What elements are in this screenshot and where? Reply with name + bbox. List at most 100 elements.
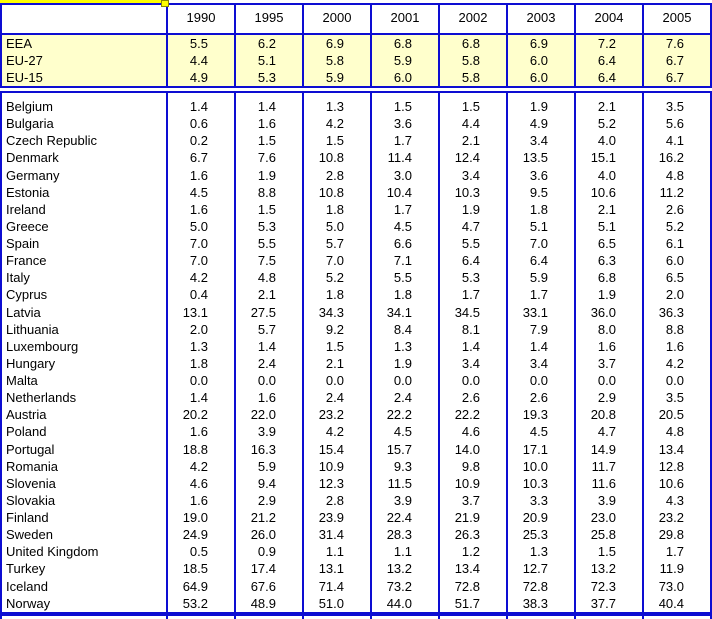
value-cell[interactable]: 6.8 (461, 36, 480, 51)
year-header-cell[interactable]: 2001 (390, 10, 420, 25)
value-cell[interactable]: 11.2 (659, 184, 684, 200)
year-header-cell[interactable]: 2005 (662, 10, 692, 25)
value-cell[interactable]: 4.1 (665, 133, 684, 149)
value-cell[interactable]: 1.5 (325, 133, 344, 149)
value-cell[interactable]: 3.4 (461, 355, 480, 371)
value-cell[interactable]: 1.5 (597, 544, 616, 560)
year-header-cell[interactable]: 2000 (322, 10, 352, 25)
value-cell[interactable]: 1.6 (257, 116, 276, 132)
value-cell[interactable]: 1.9 (529, 99, 548, 114)
value-cell[interactable]: 12.8 (658, 458, 684, 474)
value-cell[interactable]: 1.7 (393, 201, 412, 217)
value-cell[interactable]: 4.2 (189, 270, 208, 286)
value-cell[interactable]: 0.0 (257, 373, 276, 388)
value-cell[interactable]: 4.5 (189, 184, 208, 200)
value-cell[interactable]: 25.8 (590, 527, 616, 543)
value-cell[interactable]: 10.6 (658, 475, 684, 491)
value-cell[interactable]: 1.7 (461, 287, 480, 303)
value-cell[interactable]: 4.3 (665, 492, 684, 508)
value-cell[interactable]: 1.5 (325, 338, 344, 354)
value-cell[interactable]: 67.6 (250, 578, 276, 594)
row-label-cell[interactable]: Bulgaria (6, 116, 54, 132)
value-cell[interactable]: 3.7 (461, 492, 480, 508)
value-cell[interactable]: 48.9 (250, 595, 276, 611)
value-cell[interactable]: 7.2 (597, 36, 616, 51)
value-cell[interactable]: 2.0 (189, 321, 208, 337)
value-cell[interactable]: 6.0 (529, 53, 548, 68)
row-label-cell[interactable]: Lithuania (6, 321, 59, 337)
value-cell[interactable]: 1.9 (597, 287, 616, 303)
value-cell[interactable]: 0.2 (189, 133, 208, 149)
value-cell[interactable]: 34.3 (318, 304, 344, 320)
value-cell[interactable]: 17.1 (522, 441, 548, 457)
value-cell[interactable]: 34.1 (386, 304, 412, 320)
row-label-cell[interactable]: Slovenia (6, 475, 56, 491)
value-cell[interactable]: 13.1 (318, 561, 344, 577)
row-label-cell[interactable]: Germany (6, 167, 60, 183)
value-cell[interactable]: 5.5 (189, 36, 208, 51)
value-cell[interactable]: 53.2 (182, 595, 208, 611)
value-cell[interactable]: 2.6 (529, 390, 548, 406)
value-cell[interactable]: 2.0 (665, 287, 684, 303)
value-cell[interactable]: 13.4 (658, 441, 684, 457)
row-label-cell[interactable]: EU-15 (6, 70, 43, 85)
row-label-cell[interactable]: United Kingdom (6, 544, 99, 560)
value-cell[interactable]: 5.9 (325, 70, 344, 85)
row-label-cell[interactable]: Belgium (6, 99, 53, 114)
value-cell[interactable]: 4.9 (189, 70, 208, 85)
row-label-cell[interactable]: Austria (6, 407, 47, 423)
value-cell[interactable]: 3.5 (665, 390, 684, 406)
value-cell[interactable]: 23.2 (658, 510, 684, 525)
corner-empty-cell[interactable] (2, 5, 166, 31)
row-label-cell[interactable]: Ireland (6, 201, 46, 217)
value-cell[interactable]: 3.5 (665, 99, 684, 114)
value-cell[interactable]: 4.5 (529, 424, 548, 440)
value-cell[interactable]: 1.9 (461, 201, 480, 217)
value-cell[interactable]: 9.5 (529, 184, 548, 200)
value-cell[interactable]: 4.7 (461, 218, 480, 234)
value-cell[interactable]: 1.6 (189, 492, 208, 508)
value-cell[interactable]: 6.0 (665, 253, 684, 269)
value-cell[interactable]: 4.5 (393, 218, 412, 234)
value-cell[interactable]: 5.9 (257, 458, 276, 474)
value-cell[interactable]: 0.5 (189, 544, 208, 560)
value-cell[interactable]: 0.0 (325, 373, 344, 388)
value-cell[interactable]: 2.1 (461, 133, 480, 149)
value-cell[interactable]: 4.7 (597, 424, 616, 440)
value-cell[interactable]: 6.0 (393, 70, 412, 85)
value-cell[interactable]: 23.9 (318, 510, 344, 525)
value-cell[interactable]: 5.5 (257, 236, 276, 251)
value-cell[interactable]: 1.4 (189, 390, 208, 406)
value-cell[interactable]: 28.3 (386, 527, 412, 543)
value-cell[interactable]: 22.0 (250, 407, 276, 423)
value-cell[interactable]: 1.4 (461, 338, 480, 354)
value-cell[interactable]: 4.4 (461, 116, 480, 132)
value-cell[interactable]: 2.6 (461, 390, 480, 406)
value-cell[interactable]: 3.7 (597, 355, 616, 371)
value-cell[interactable]: 2.1 (257, 287, 276, 303)
value-cell[interactable]: 16.2 (658, 150, 684, 166)
value-cell[interactable]: 2.4 (257, 355, 276, 371)
value-cell[interactable]: 5.3 (257, 70, 276, 85)
year-header-cell[interactable]: 2004 (594, 10, 624, 25)
value-cell[interactable]: 1.4 (529, 338, 548, 354)
value-cell[interactable]: 19.0 (182, 510, 208, 525)
value-cell[interactable]: 6.2 (257, 36, 276, 51)
value-cell[interactable]: 38.3 (522, 595, 548, 611)
value-cell[interactable]: 12.3 (318, 475, 344, 491)
value-cell[interactable]: 11.9 (659, 561, 684, 577)
value-cell[interactable]: 5.1 (597, 218, 616, 234)
value-cell[interactable]: 6.8 (597, 270, 616, 286)
value-cell[interactable]: 15.4 (318, 441, 344, 457)
value-cell[interactable]: 4.2 (665, 355, 684, 371)
value-cell[interactable]: 1.8 (325, 287, 344, 303)
value-cell[interactable]: 14.0 (454, 441, 480, 457)
value-cell[interactable]: 1.6 (189, 201, 208, 217)
value-cell[interactable]: 13.2 (386, 561, 412, 577)
value-cell[interactable]: 6.5 (665, 270, 684, 286)
value-cell[interactable]: 27.5 (250, 304, 276, 320)
value-cell[interactable]: 13.2 (590, 561, 616, 577)
value-cell[interactable]: 8.1 (461, 321, 480, 337)
value-cell[interactable]: 10.0 (522, 458, 548, 474)
value-cell[interactable]: 20.5 (658, 407, 684, 423)
